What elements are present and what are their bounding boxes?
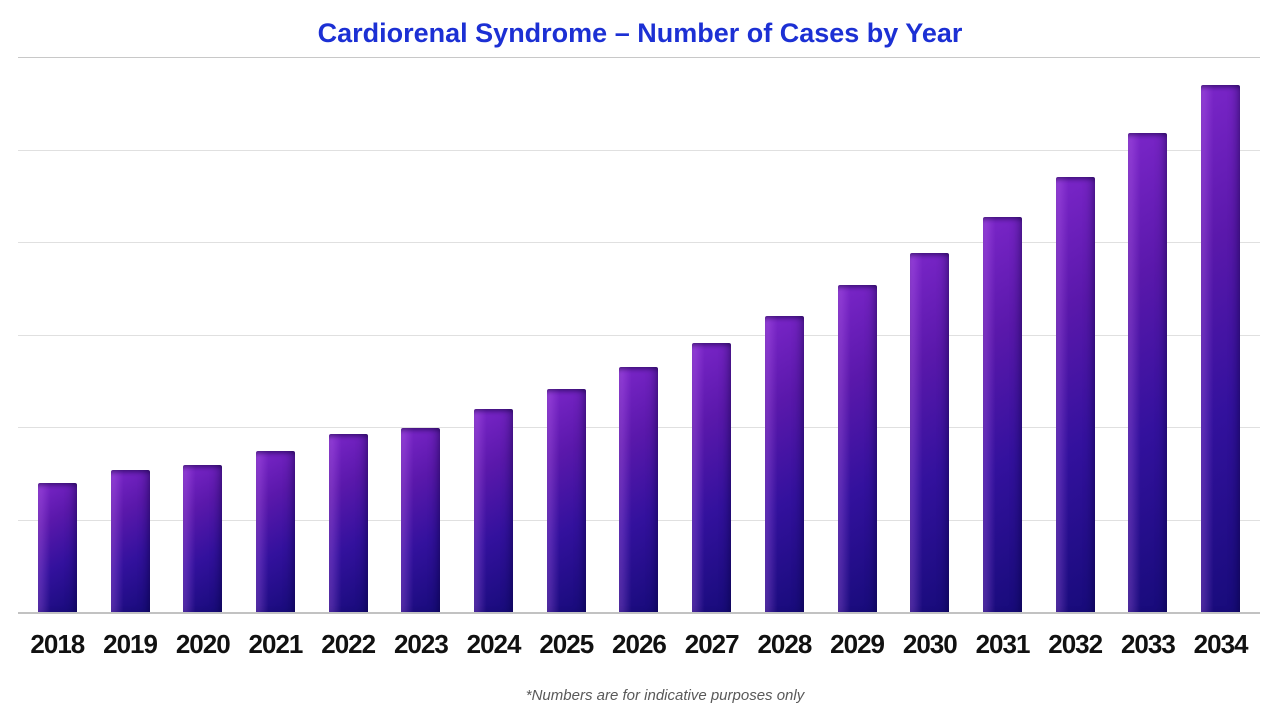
bar-2019 — [110, 470, 150, 612]
bar-2034 — [1201, 85, 1241, 612]
bar-column-2024 — [457, 57, 530, 612]
bar-column-2026 — [603, 57, 676, 612]
bar-column-2034 — [1184, 57, 1257, 612]
bar-2025 — [546, 389, 586, 612]
x-label-2029: 2029 — [830, 629, 885, 659]
x-label-2022: 2022 — [321, 629, 376, 659]
x-label-2032: 2032 — [1048, 629, 1103, 659]
bar-2032 — [1055, 177, 1095, 612]
bar-column-2031 — [966, 57, 1039, 612]
gridline-3000 — [18, 334, 1260, 336]
bar-2021 — [255, 451, 295, 612]
bar-2031 — [982, 217, 1022, 612]
x-label-2024: 2024 — [466, 629, 522, 659]
bar-column-2030 — [893, 57, 966, 612]
x-label-2018: 2018 — [30, 629, 85, 659]
bar-column-2021 — [239, 57, 312, 612]
bar-2022 — [328, 434, 368, 612]
footnote: *Numbers are for indicative purposes onl… — [525, 687, 805, 704]
bar-column-2033 — [1112, 57, 1185, 612]
bar-2018 — [37, 483, 77, 612]
bar-2023 — [401, 428, 441, 612]
bar-column-2027 — [675, 57, 748, 612]
bar-column-2025 — [530, 57, 603, 612]
x-axis-line — [18, 612, 1260, 614]
x-label-2027: 2027 — [684, 629, 740, 659]
bar-2020 — [183, 465, 223, 612]
bar-2027 — [692, 343, 732, 612]
x-label-2023: 2023 — [393, 629, 449, 659]
bar-column-2029 — [821, 57, 894, 612]
bar-column-2022 — [312, 57, 385, 612]
gridline-5000 — [18, 149, 1260, 151]
bar-2029 — [837, 285, 877, 612]
bar-2028 — [764, 316, 804, 612]
bar-2033 — [1128, 133, 1168, 612]
x-label-2019: 2019 — [103, 629, 158, 659]
x-axis-labels: 2018 2019 2020 2021 2022 2023 2024 2025 2026 2027… — [21, 626, 1257, 662]
bar-column-2023 — [385, 57, 458, 612]
x-label-2030: 2030 — [902, 629, 958, 659]
gridline-6000 — [18, 57, 1260, 58]
bars-row — [21, 57, 1257, 612]
x-label-2031: 2031 — [975, 629, 1031, 659]
x-label-2021: 2021 — [248, 629, 304, 659]
bar-column-2019 — [94, 57, 167, 612]
x-label-2026: 2026 — [612, 629, 667, 659]
x-label-2025: 2025 — [539, 629, 594, 659]
bar-column-2028 — [748, 57, 821, 612]
chart-title: Cardiorenal Syndrome – Number of Cases b… — [317, 18, 963, 48]
x-label-2034: 2034 — [1193, 629, 1249, 659]
bar-2026 — [619, 367, 659, 612]
gridline-4000 — [18, 242, 1260, 243]
bar-column-2020 — [166, 57, 239, 612]
bar-2024 — [474, 409, 514, 612]
bar-2030 — [910, 253, 950, 612]
x-label-2028: 2028 — [757, 629, 812, 659]
x-label-2020: 2020 — [175, 629, 231, 659]
x-label-2033: 2033 — [1120, 629, 1176, 659]
bar-column-2032 — [1039, 57, 1112, 612]
bar-column-2018 — [21, 57, 94, 612]
